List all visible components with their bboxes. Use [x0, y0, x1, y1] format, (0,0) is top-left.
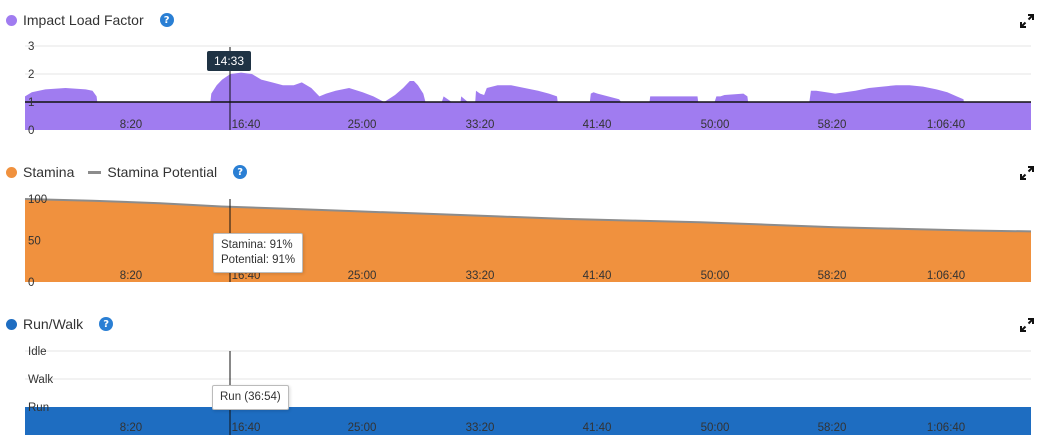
x-tick-label: 58:20: [818, 270, 847, 282]
x-tick-label: 41:40: [583, 422, 612, 434]
impact-legend-dot: [6, 14, 17, 26]
y-tick-label: Run: [28, 402, 49, 414]
x-tick-label: 16:40: [232, 119, 261, 131]
x-tick-label: 1:06:40: [927, 270, 965, 282]
stamina-potential-swatch: [88, 170, 102, 174]
x-tick-label: 16:40: [232, 422, 261, 434]
runwalk-panel: Run/Walk ?: [0, 300, 1046, 447]
help-icon[interactable]: ?: [99, 317, 114, 331]
stamina-potential-legend-label[interactable]: Stamina Potential: [107, 164, 218, 180]
x-tick-label: 33:20: [466, 119, 495, 131]
runwalk-tooltip: Run (36:54): [212, 385, 289, 410]
stamina-chart[interactable]: 0 50 100 8:20 16:40 25:00 33:20 41:40 50:00 58:20…: [0, 150, 1046, 290]
y-tick-label: Idle: [28, 346, 47, 358]
x-tick-label: 41:40: [583, 270, 612, 282]
run-segment[interactable]: [25, 407, 1031, 435]
y-tick-label: 100: [28, 194, 47, 206]
stamina-tooltip-line: Stamina: 91%: [221, 239, 293, 251]
expand-icon[interactable]: [1020, 14, 1034, 28]
x-tick-label: 1:06:40: [927, 422, 965, 434]
x-tick-label: 8:20: [120, 422, 142, 434]
x-tick-label: 58:20: [818, 422, 847, 434]
stamina-area[interactable]: [25, 199, 1031, 282]
stamina-legend-dot: [6, 166, 17, 178]
cursor-time-badge: 14:33: [207, 51, 252, 71]
y-tick-label: 2: [28, 69, 34, 81]
y-tick-label: 3: [28, 41, 34, 53]
x-tick-label: 25:00: [348, 270, 377, 282]
x-tick-label: 58:20: [818, 119, 847, 131]
potential-tooltip-line: Potential: 91%: [221, 254, 296, 266]
y-tick-label: 1: [28, 97, 34, 109]
x-tick-label: 33:20: [466, 270, 495, 282]
stamina-legend-label[interactable]: Stamina: [23, 164, 75, 180]
runwalk-legend: Run/Walk ?: [6, 314, 114, 334]
expand-icon[interactable]: [1020, 318, 1034, 332]
runwalk-legend-label[interactable]: Run/Walk: [23, 316, 84, 332]
impact-load-panel: Impact Load Factor ?: [0, 0, 1046, 140]
x-tick-label: 50:00: [701, 422, 730, 434]
help-icon[interactable]: ?: [233, 165, 248, 179]
x-tick-label: 33:20: [466, 422, 495, 434]
runwalk-legend-dot: [6, 318, 17, 330]
impact-legend: Impact Load Factor ?: [6, 10, 174, 30]
help-icon[interactable]: ?: [159, 13, 174, 27]
y-tick-label: 0: [28, 125, 34, 137]
expand-icon[interactable]: [1020, 166, 1034, 180]
y-tick-label: 50: [28, 236, 41, 248]
y-tick-label: Walk: [28, 374, 53, 386]
x-tick-label: 41:40: [583, 119, 612, 131]
stamina-panel: Stamina Stamina Potential ?: [0, 150, 1046, 290]
x-tick-label: 1:06:40: [927, 119, 965, 131]
x-tick-label: 16:40: [232, 270, 261, 282]
x-tick-label: 25:00: [348, 119, 377, 131]
x-tick-label: 25:00: [348, 422, 377, 434]
stamina-legend: Stamina Stamina Potential ?: [6, 162, 248, 182]
runwalk-chart[interactable]: Idle Walk Run 8:20 16:40 25:00 33:20 41:40 50:00…: [0, 300, 1046, 447]
impact-load-chart[interactable]: 0 1 2 3 8:20 16:40 25:00 33:20 41:40 50:00 58:20 1:…: [0, 0, 1046, 140]
stamina-potential-line[interactable]: [24, 198, 1032, 233]
x-tick-label: 50:00: [701, 119, 730, 131]
impact-legend-label[interactable]: Impact Load Factor: [23, 12, 144, 28]
x-tick-label: 8:20: [120, 119, 142, 131]
stamina-tooltip: Stamina: 91% Potential: 91%: [213, 233, 304, 273]
y-tick-label: 0: [28, 277, 34, 289]
x-tick-label: 50:00: [701, 270, 730, 282]
x-tick-label: 8:20: [120, 270, 142, 282]
